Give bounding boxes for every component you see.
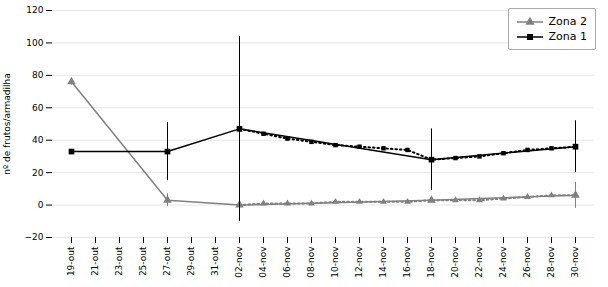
svg-text:26-nov: 26-nov (522, 246, 532, 278)
svg-text:29-out: 29-out (186, 246, 196, 276)
svg-text:28-nov: 28-nov (546, 246, 556, 278)
svg-text:40: 40 (32, 135, 44, 145)
svg-text:04-nov: 04-nov (258, 246, 268, 278)
html-text:Zona 2: Zona 2 (548, 15, 587, 28)
svg-text:18-nov: 18-nov (426, 246, 436, 278)
svg-text:16-nov: 16-nov (402, 246, 412, 278)
svg-text:22-nov: 22-nov (474, 246, 484, 278)
svg-text:19-out: 19-out (66, 246, 76, 276)
svg-text:nº de frutos/armadilha: nº de frutos/armadilha (2, 73, 12, 175)
svg-text:08-nov: 08-nov (306, 246, 316, 278)
svg-text:25-out: 25-out (138, 246, 148, 276)
svg-text:21-out: 21-out (90, 246, 100, 276)
svg-text:−20: −20 (25, 232, 44, 242)
svg-text:80: 80 (32, 70, 44, 80)
svg-text:23-out: 23-out (114, 246, 124, 276)
svg-text:100: 100 (26, 38, 43, 48)
svg-text:120: 120 (26, 5, 43, 15)
svg-text:30-nov: 30-nov (570, 246, 580, 278)
svg-text:60: 60 (32, 103, 44, 113)
svg-text:20: 20 (32, 168, 44, 178)
svg-text:31-out: 31-out (210, 246, 220, 276)
svg-text:02-nov: 02-nov (234, 246, 244, 278)
svg-text:10-nov: 10-nov (330, 246, 340, 278)
svg-text:27-out: 27-out (162, 246, 172, 276)
svg-text:0: 0 (38, 200, 44, 210)
svg-text:24-nov: 24-nov (498, 246, 508, 278)
svg-text:14-nov: 14-nov (378, 246, 388, 278)
svg-text:20-nov: 20-nov (450, 246, 460, 278)
svg-text:06-nov: 06-nov (282, 246, 292, 278)
svg-text:12-nov: 12-nov (354, 246, 364, 278)
html-text:Zona 1: Zona 1 (548, 30, 587, 43)
